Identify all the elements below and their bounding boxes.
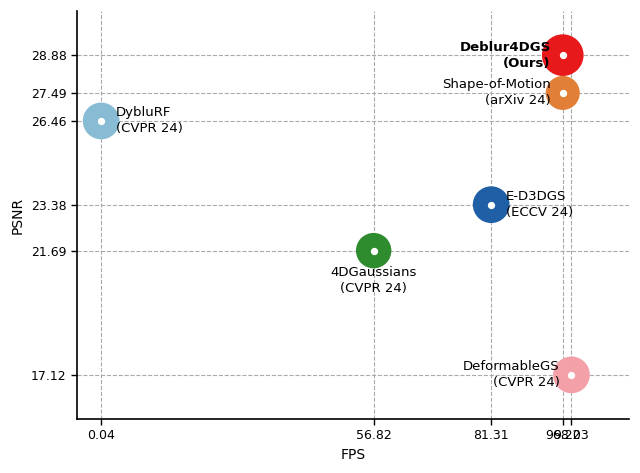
Text: DybluRF
(CVPR 24): DybluRF (CVPR 24) xyxy=(116,106,182,135)
Point xyxy=(96,117,106,125)
Text: E-D3DGS
(ECCV 24): E-D3DGS (ECCV 24) xyxy=(506,190,573,219)
X-axis label: FPS: FPS xyxy=(340,448,365,462)
Point xyxy=(369,247,379,254)
Point xyxy=(557,89,568,96)
Text: DeformableGS
(CVPR 24): DeformableGS (CVPR 24) xyxy=(463,360,559,389)
Point xyxy=(96,117,106,125)
Point xyxy=(557,52,568,59)
Point xyxy=(566,371,577,379)
Point xyxy=(486,201,496,209)
Point xyxy=(557,89,568,96)
Text: Deblur4DGS
(Ours): Deblur4DGS (Ours) xyxy=(460,41,551,70)
Point xyxy=(369,247,379,254)
Text: 4DGaussians
(CVPR 24): 4DGaussians (CVPR 24) xyxy=(330,265,417,295)
Point xyxy=(486,201,496,209)
Y-axis label: PSNR: PSNR xyxy=(11,196,25,234)
Point xyxy=(566,371,577,379)
Point xyxy=(557,52,568,59)
Text: Shape-of-Motion
(arXiv 24): Shape-of-Motion (arXiv 24) xyxy=(442,79,551,107)
